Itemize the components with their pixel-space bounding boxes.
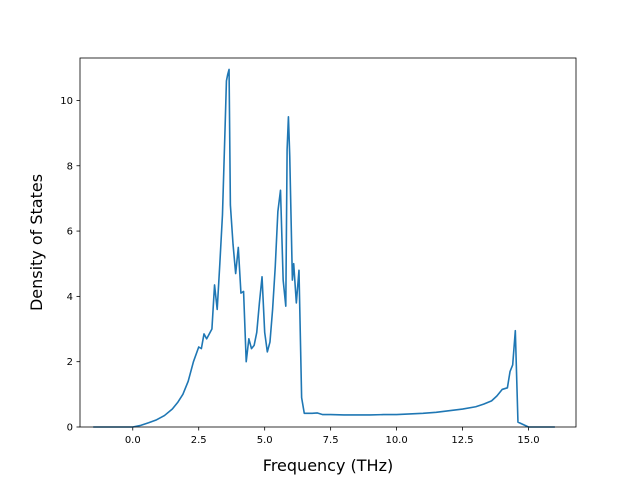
y-tick-label: 2 — [67, 357, 73, 368]
x-tick-label: 12.5 — [451, 435, 473, 446]
y-tick-label: 0 — [67, 423, 73, 434]
x-tick-label: 5.0 — [257, 435, 273, 446]
dos-series-line — [93, 68, 555, 428]
plot-frame — [79, 57, 577, 428]
y-tick-label: 6 — [67, 227, 73, 238]
y-axis-label: Density of States — [27, 174, 46, 311]
y-tick-label: 8 — [67, 161, 73, 172]
x-tick-label: 0.0 — [125, 435, 141, 446]
x-tick-label: 7.5 — [323, 435, 339, 446]
x-axis-label: Frequency (THz) — [263, 456, 393, 475]
x-tick-label: 2.5 — [191, 435, 207, 446]
series-layer — [93, 68, 555, 428]
x-tick-label: 15.0 — [517, 435, 539, 446]
x-tick-label: 10.0 — [385, 435, 407, 446]
x-axis-ticks: 0.0 2.5 5.0 7.5 10.0 12.5 15.0 — [125, 427, 540, 446]
y-axis-ticks: 0 2 4 6 8 10 — [60, 96, 80, 434]
y-tick-label: 10 — [60, 96, 73, 107]
y-tick-label: 4 — [67, 292, 73, 303]
